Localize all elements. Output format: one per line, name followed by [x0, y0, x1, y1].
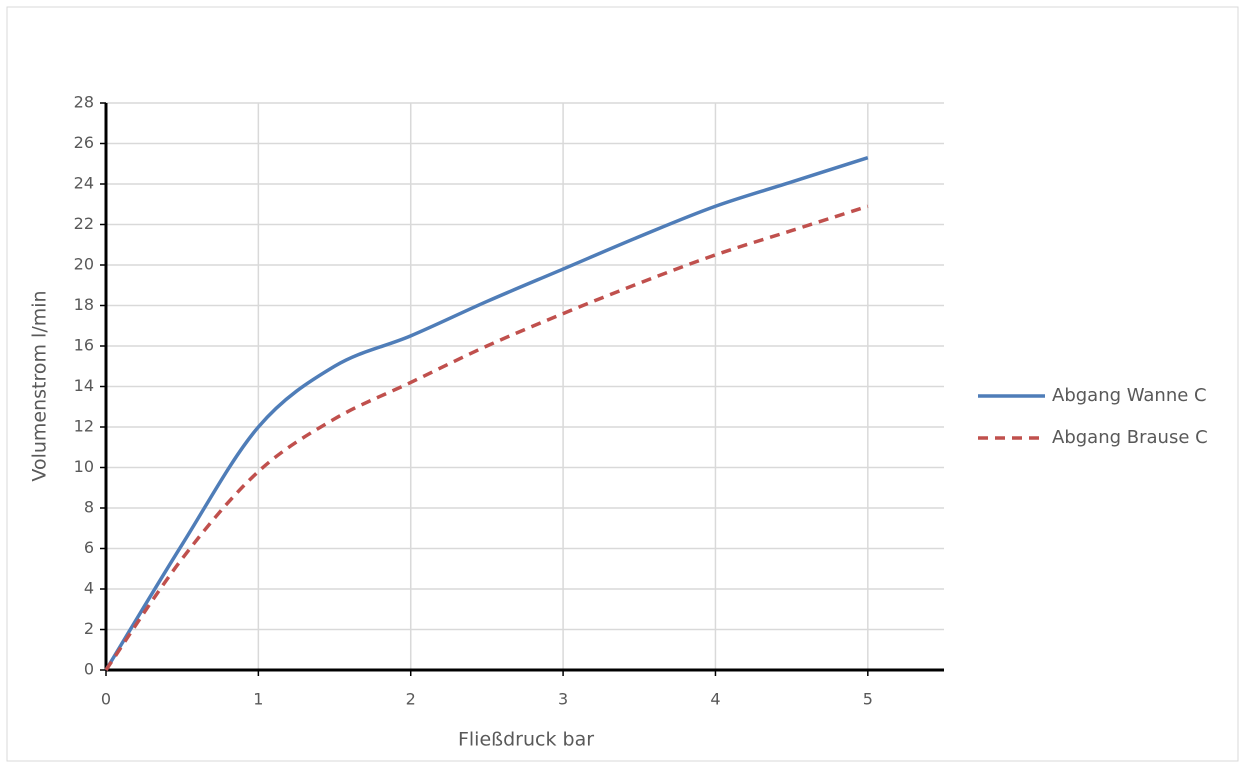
y-tick-label: 16 [74, 336, 94, 355]
y-tick-label: 2 [84, 619, 94, 638]
chart-border [6, 6, 1239, 762]
y-tick-label: 24 [74, 174, 94, 193]
y-tick-label: 12 [74, 417, 94, 436]
y-tick-label: 0 [84, 660, 94, 679]
series-line [104, 156, 869, 671]
x-tick-label: 4 [710, 690, 720, 709]
x-tick-label: 1 [253, 690, 263, 709]
legend-label: Abgang Wanne C [1052, 385, 1207, 406]
x-tick-label: 5 [863, 690, 873, 709]
y-tick-label: 8 [84, 498, 94, 517]
y-tick-label: 6 [84, 538, 94, 557]
y-tick-label: 22 [74, 214, 94, 233]
legend-label: Abgang Brause C [1052, 427, 1208, 448]
y-tick-label: 20 [74, 255, 94, 274]
x-tick-label: 3 [558, 690, 568, 709]
series-line [104, 204, 869, 671]
y-tick-label: 26 [74, 133, 94, 152]
x-tick-label: 0 [101, 690, 111, 709]
x-tick-label: 2 [406, 690, 416, 709]
y-tick-label: 4 [84, 579, 94, 598]
y-axis-title: Volumenstrom l/min [29, 290, 51, 481]
y-tick-label: 28 [74, 93, 94, 112]
y-tick-label: 18 [74, 295, 94, 314]
x-axis-title: Fließdruck bar [458, 729, 594, 751]
y-tick-label: 14 [74, 376, 94, 395]
y-tick-label: 10 [74, 457, 94, 476]
